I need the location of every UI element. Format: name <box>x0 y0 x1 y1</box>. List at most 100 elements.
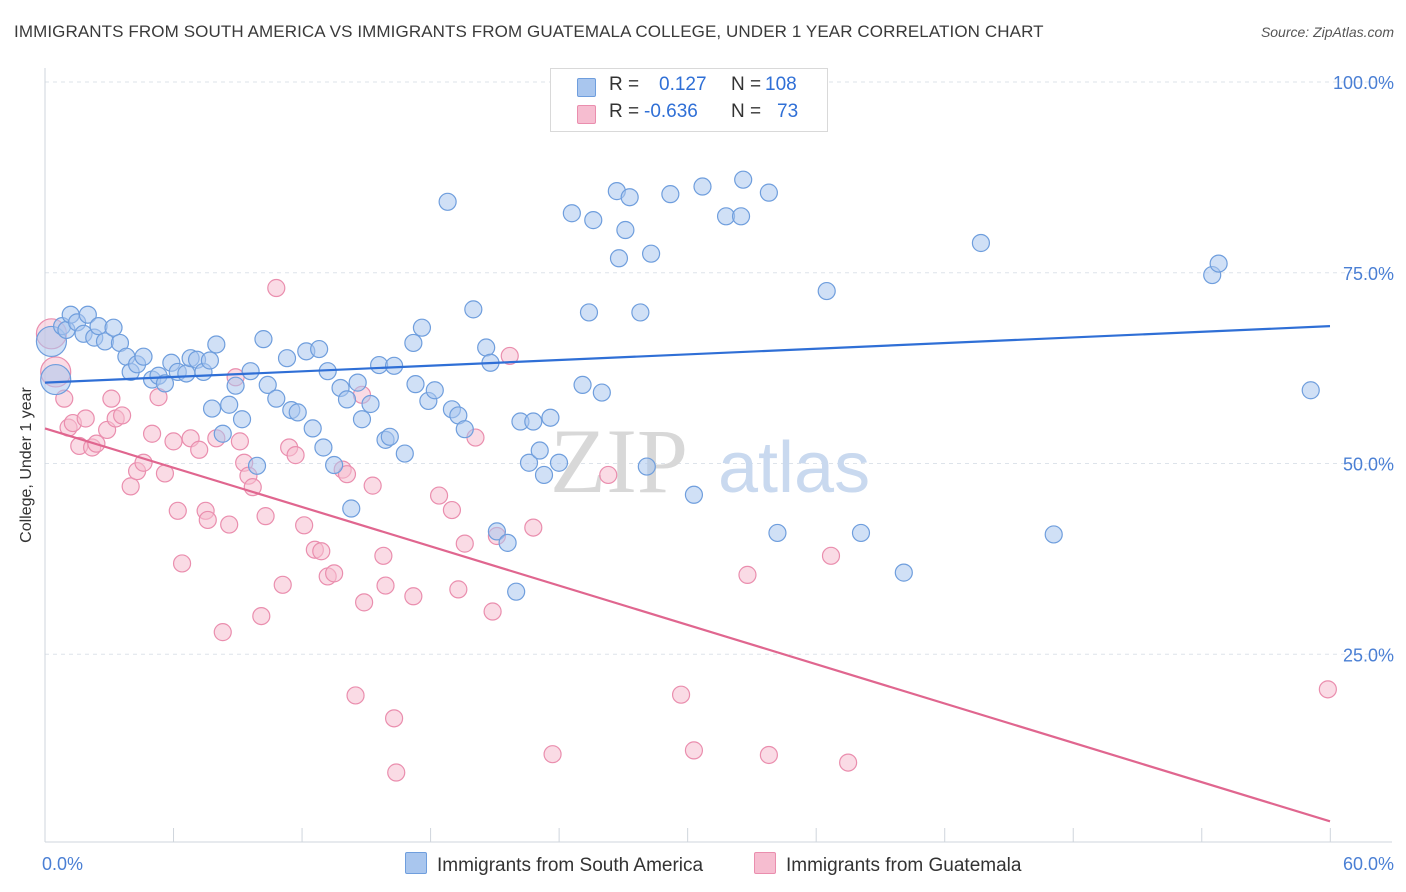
south-america-point <box>412 318 432 337</box>
guatemala-point <box>134 453 153 472</box>
y-tick-label: 50.0% <box>1343 455 1394 475</box>
guatemala-point <box>759 745 778 765</box>
south-america-point <box>337 390 357 409</box>
south-america-point <box>384 356 404 375</box>
guatemala-point <box>839 753 858 772</box>
south-america-point <box>894 563 913 582</box>
guatemala-point <box>230 432 249 451</box>
south-america-point <box>641 244 661 263</box>
guatemala-trend-line <box>44 427 1331 823</box>
bottom-legend-label: Immigrants from Guatemala <box>786 855 1022 876</box>
south-america-point <box>549 453 569 472</box>
south-america-point <box>220 395 239 414</box>
legend-r-label: R = <box>609 101 640 122</box>
bottom-legend-south-america: Immigrants from South America <box>405 852 703 877</box>
guatemala-point <box>346 686 365 705</box>
guatemala-point <box>429 486 449 505</box>
south-america-point <box>487 522 506 541</box>
south-america-point <box>342 499 361 518</box>
south-america-point <box>348 373 367 392</box>
guatemala-point <box>112 406 132 425</box>
south-america-point <box>631 303 650 322</box>
axes <box>44 68 1392 843</box>
south-america-point <box>579 303 599 322</box>
legend-swatch-blue <box>577 78 596 97</box>
legend-n-value: 108 <box>765 74 797 95</box>
south-america-point <box>534 465 554 485</box>
south-america-point <box>177 364 196 383</box>
south-america-point <box>89 317 108 336</box>
guatemala-point <box>172 554 192 573</box>
south-america-point <box>519 453 539 472</box>
guatemala-point <box>252 606 271 626</box>
legend-n-label: N = <box>731 74 762 95</box>
legend-r-label: R = <box>609 74 640 95</box>
bottom-legend-swatch-pink <box>754 852 776 874</box>
legend-r-value: 0.127 <box>659 74 707 95</box>
legend-n-value: 73 <box>777 101 799 122</box>
south-america-point <box>267 389 286 408</box>
guatemala-point <box>1318 680 1337 699</box>
y-tick-label: 100.0% <box>1333 73 1394 93</box>
guatemala-point <box>295 516 314 535</box>
south-america-point <box>404 333 423 353</box>
south-america-point <box>380 427 399 446</box>
bottom-legend-label: Immigrants from South America <box>437 855 704 876</box>
bottom-legend-swatch-blue <box>405 852 427 874</box>
south-america-point <box>78 305 97 324</box>
guatemala-point <box>198 510 217 530</box>
watermark-zip: ZIP <box>550 410 688 512</box>
guatemala-point <box>738 565 757 584</box>
south-america-point <box>406 375 425 394</box>
south-america-point <box>213 424 232 443</box>
south-america-point <box>425 381 444 400</box>
south-america-point <box>314 438 333 457</box>
south-america-point <box>247 456 267 475</box>
guatemala-point <box>213 623 232 642</box>
south-america-point <box>232 410 252 429</box>
south-america-point <box>731 207 751 226</box>
south-america-point <box>768 523 787 543</box>
guatemala-point <box>821 546 841 565</box>
south-america-point <box>637 457 656 476</box>
guatemala-point <box>102 389 121 408</box>
guatemala-point <box>449 580 468 599</box>
south-america-point <box>361 394 380 414</box>
trend-lines <box>44 325 1331 823</box>
south-america-point <box>1301 381 1320 400</box>
correlation-legend: R = 0.127 N = 108 R = -0.636 N = 73 <box>550 68 828 132</box>
guatemala-point <box>483 602 502 621</box>
south-america-point <box>609 249 629 268</box>
south-america-point <box>1209 254 1228 273</box>
legend-n-label: N = <box>731 101 762 122</box>
south-america-point <box>258 375 277 395</box>
south-america-point <box>438 192 457 211</box>
south-america-point <box>134 347 153 366</box>
south-america-point <box>592 383 611 402</box>
guatemala-point <box>387 763 406 782</box>
guatemala-point <box>599 465 618 485</box>
south-america-point <box>562 204 581 223</box>
south-america-point <box>325 455 344 475</box>
south-america-point <box>104 318 123 337</box>
watermark-atlas: atlas <box>718 428 870 508</box>
south-america-point <box>498 533 517 552</box>
south-america-point <box>507 582 526 601</box>
south-america-point <box>759 183 778 202</box>
tick-labels: 25.0% 50.0% 75.0% 100.0% 0.0% 60.0% <box>42 73 1394 874</box>
guatemala-point <box>684 741 704 760</box>
guatemala-point <box>374 546 393 565</box>
guatemala-point <box>325 564 344 583</box>
south-america-point <box>254 330 273 349</box>
south-america-point <box>620 188 639 207</box>
south-america-point <box>395 444 414 463</box>
grid-lines <box>45 81 1392 655</box>
watermark: ZIP atlas <box>550 410 870 512</box>
guatemala-point <box>142 424 162 443</box>
chart-title: IMMIGRANTS FROM SOUTH AMERICA VS IMMIGRA… <box>14 22 1044 41</box>
legend-row-south-america: R = 0.127 N = 108 <box>551 74 827 100</box>
guatemala-point <box>164 432 183 451</box>
south-america-point <box>40 363 72 396</box>
guatemala-point <box>337 465 357 484</box>
bottom-legend-guatemala: Immigrants from Guatemala <box>754 852 1021 877</box>
